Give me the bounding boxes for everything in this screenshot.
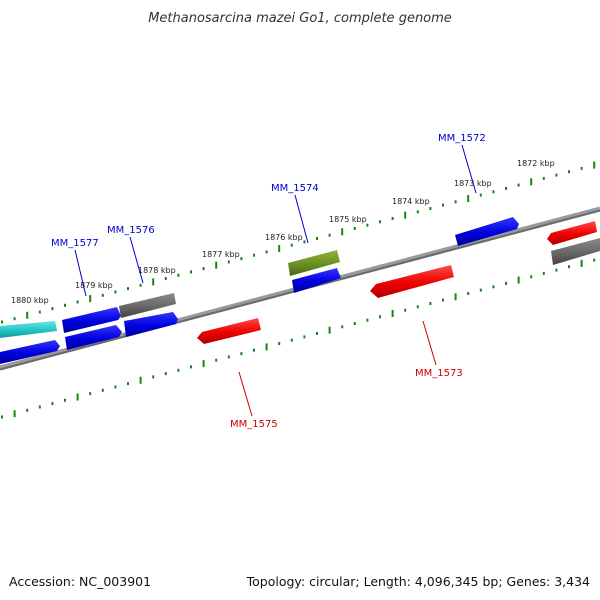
scale-label: 1876 kbp [265,233,303,242]
upper-scale-track [1,161,596,324]
lower-scale-track [1,258,596,419]
gene-label-mm1576[interactable]: MM_1576 [107,225,155,236]
gene-mm1575[interactable] [197,318,261,344]
gene-forward[interactable] [124,312,178,337]
scale-label: 1879 kbp [75,281,113,290]
scale-label: 1877 kbp [202,250,240,259]
gene-mm1573[interactable] [370,265,454,298]
gene-label-mm1575[interactable]: MM_1575 [230,419,278,430]
gene-label-mm1573[interactable]: MM_1573 [415,368,463,379]
gene-forward[interactable] [0,340,60,364]
scale-label: 1875 kbp [329,215,367,224]
gene-label-mm1577[interactable]: MM_1577 [51,238,99,249]
gene-label-mm1574[interactable]: MM_1574 [271,183,319,194]
scale-label: 1874 kbp [392,197,430,206]
scale-label: 1878 kbp [138,266,176,275]
gene-mm1572[interactable] [455,217,519,246]
scale-label: 1872 kbp [517,159,555,168]
gene-mm1576[interactable] [119,293,176,318]
accession-text: Accession: NC_003901 [9,574,151,589]
leader-line [238,371,253,417]
leader-line [74,249,87,297]
genome-title: Methanosarcina mazei Go1, complete genom… [148,11,452,26]
genome-summary-text: Topology: circular; Length: 4,096,345 bp… [246,574,590,589]
reverse-genes [197,221,600,344]
gene-forward[interactable] [292,268,341,293]
label-leaders [74,144,477,417]
scale-label: 1880 kbp [11,296,49,305]
leader-line [294,194,309,244]
gene-rna[interactable] [0,321,57,338]
leader-line [461,144,477,194]
gene-mm1574[interactable] [288,250,340,276]
leader-line [129,236,144,284]
forward-genes [0,217,519,364]
leader-line [422,320,437,366]
gene-forward[interactable] [65,325,122,350]
gene-mm1577[interactable] [62,307,121,333]
gene-reverse[interactable] [547,221,597,245]
gene-hypothetical[interactable] [551,238,600,265]
gene-labels: MM_1577 MM_1576 MM_1574 MM_1572 MM_1573 … [51,133,486,430]
gene-label-mm1572[interactable]: MM_1572 [438,133,486,144]
